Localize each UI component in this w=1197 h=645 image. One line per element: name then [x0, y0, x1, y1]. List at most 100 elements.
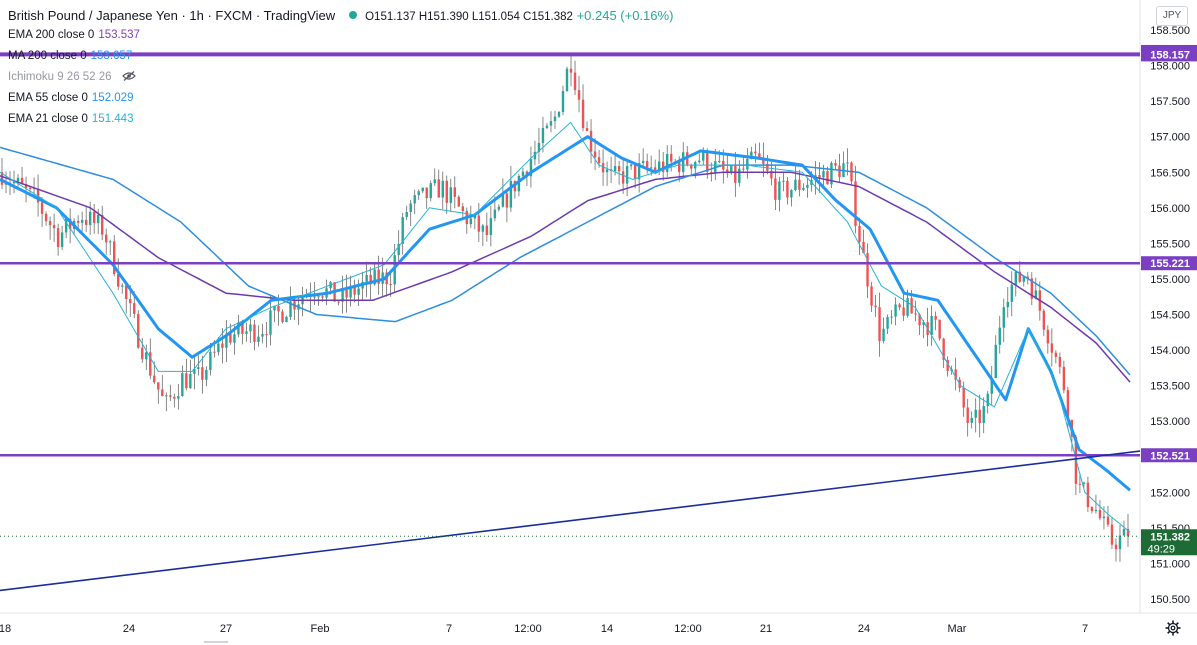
candle — [874, 295, 877, 318]
candle — [1098, 500, 1102, 521]
candle-body — [669, 154, 673, 162]
candle — [790, 189, 793, 207]
candle — [738, 160, 741, 187]
candle-body — [862, 241, 865, 254]
candle — [24, 176, 28, 203]
candle — [754, 143, 757, 163]
candle-body — [549, 121, 553, 126]
candle — [661, 151, 665, 181]
candle — [457, 195, 461, 208]
candle — [497, 204, 501, 212]
candle — [601, 149, 605, 186]
candle — [990, 365, 993, 406]
candle-body — [613, 166, 617, 172]
candle-body — [389, 284, 392, 286]
candle — [489, 205, 493, 247]
candle — [12, 170, 16, 194]
candle-body — [802, 187, 805, 190]
candle-body — [541, 127, 545, 143]
candle-body — [922, 322, 925, 326]
candle-body — [205, 369, 208, 380]
candle-body — [1118, 535, 1122, 550]
candle-body — [36, 188, 40, 203]
candle — [573, 60, 577, 96]
candle — [225, 320, 228, 363]
candle-body — [553, 116, 557, 122]
candle-body — [942, 338, 945, 360]
candle-body — [1030, 278, 1034, 299]
candle-body — [64, 218, 68, 233]
candle-body — [489, 218, 493, 235]
candle-body — [974, 409, 977, 418]
x-tick-label: 7 — [446, 623, 452, 635]
x-tick-label: 21 — [760, 623, 772, 635]
candle — [189, 359, 192, 389]
candle — [914, 300, 917, 322]
candle — [445, 175, 448, 215]
candle-body — [730, 165, 733, 174]
y-tick-label: 156.500 — [1150, 167, 1190, 179]
candle-body — [393, 255, 396, 285]
candle-body — [774, 178, 777, 200]
candle-body — [217, 343, 220, 353]
candle — [946, 356, 949, 377]
candle — [48, 216, 52, 240]
candle — [1050, 328, 1054, 367]
candle-body — [469, 218, 473, 225]
candle-body — [657, 161, 661, 171]
candle — [842, 151, 845, 178]
candle-body — [1066, 390, 1070, 420]
candle-body — [561, 91, 565, 112]
candle — [726, 154, 729, 178]
candle-body — [762, 157, 765, 164]
candle — [477, 203, 481, 242]
candle-body — [177, 396, 180, 399]
candle-body — [750, 151, 753, 159]
candle — [545, 122, 549, 130]
candle — [349, 275, 352, 307]
trendline — [0, 450, 1141, 592]
candle — [882, 317, 885, 344]
candle-body — [1098, 509, 1102, 519]
candle-body — [734, 165, 737, 183]
candle-body — [241, 322, 244, 334]
candle-body — [794, 179, 797, 191]
candle-body — [405, 212, 408, 218]
candle-body — [690, 164, 693, 169]
candle-body — [978, 409, 981, 423]
candle — [1110, 517, 1114, 549]
candle-body — [629, 164, 633, 167]
candle-body — [778, 181, 781, 200]
candle — [197, 355, 200, 376]
candle — [401, 212, 404, 255]
candle-body — [593, 151, 597, 158]
candle-body — [501, 193, 505, 207]
candle-body — [798, 179, 801, 190]
candle — [942, 337, 945, 368]
candle — [301, 286, 304, 317]
candle-body — [40, 202, 44, 214]
candle-body — [209, 351, 212, 370]
candle — [409, 199, 412, 227]
candle-body — [52, 225, 56, 229]
candle-body — [337, 301, 340, 303]
candle — [890, 310, 893, 325]
candle-body — [665, 154, 669, 172]
candle-body — [790, 190, 793, 198]
currency-selector[interactable]: JPY — [1156, 6, 1188, 26]
candle-body — [321, 296, 324, 298]
candle-body — [80, 219, 84, 223]
candle — [970, 411, 973, 429]
candle-body — [573, 72, 577, 91]
x-tick-label: 18 — [0, 623, 11, 635]
candle-body — [473, 215, 477, 219]
candle-body — [894, 304, 897, 317]
candle-body — [982, 406, 985, 423]
candle — [850, 161, 853, 185]
x-tick-label: 27 — [220, 623, 232, 635]
candle — [437, 169, 440, 198]
pane-resize-handle[interactable] — [204, 641, 228, 643]
x-tick-label: 12:00 — [674, 623, 702, 635]
gear-icon[interactable] — [1165, 620, 1181, 636]
